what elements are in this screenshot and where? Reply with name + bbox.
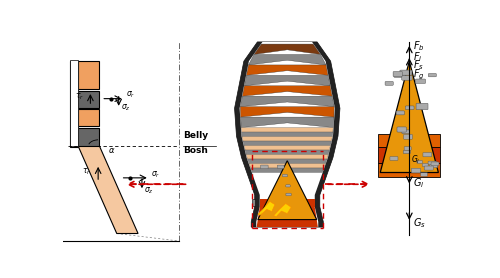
Polygon shape <box>240 96 334 107</box>
Text: $G_l$: $G_l$ <box>413 177 424 190</box>
Polygon shape <box>242 86 332 96</box>
FancyBboxPatch shape <box>424 166 434 170</box>
Polygon shape <box>242 128 333 132</box>
Polygon shape <box>240 42 335 227</box>
Bar <box>378 147 440 163</box>
FancyBboxPatch shape <box>282 174 288 177</box>
FancyBboxPatch shape <box>400 70 412 75</box>
FancyBboxPatch shape <box>417 160 422 163</box>
FancyBboxPatch shape <box>404 134 412 139</box>
Polygon shape <box>242 136 332 141</box>
Text: $F_i$: $F_i$ <box>413 50 422 64</box>
Polygon shape <box>250 168 324 172</box>
FancyBboxPatch shape <box>412 168 420 173</box>
Polygon shape <box>254 44 320 54</box>
FancyBboxPatch shape <box>402 76 412 80</box>
FancyBboxPatch shape <box>394 73 405 77</box>
Polygon shape <box>78 146 138 234</box>
Bar <box>78 128 100 146</box>
FancyBboxPatch shape <box>430 164 438 168</box>
Bar <box>378 134 440 147</box>
Polygon shape <box>248 54 326 65</box>
FancyBboxPatch shape <box>390 157 398 160</box>
FancyBboxPatch shape <box>393 71 402 76</box>
Polygon shape <box>242 132 333 136</box>
Polygon shape <box>245 150 330 155</box>
FancyBboxPatch shape <box>420 173 428 176</box>
Text: $F_g$: $F_g$ <box>413 68 425 82</box>
FancyBboxPatch shape <box>402 130 409 134</box>
Polygon shape <box>240 107 334 117</box>
Text: Belly: Belly <box>182 131 208 140</box>
Polygon shape <box>78 109 100 126</box>
Polygon shape <box>246 65 328 75</box>
Polygon shape <box>258 201 275 215</box>
FancyBboxPatch shape <box>286 185 290 187</box>
Polygon shape <box>258 161 316 220</box>
Polygon shape <box>234 42 340 227</box>
FancyBboxPatch shape <box>396 111 404 115</box>
FancyBboxPatch shape <box>277 165 284 168</box>
Text: Bosh: Bosh <box>182 146 208 155</box>
Text: $\sigma_r$: $\sigma_r$ <box>151 169 160 180</box>
Bar <box>378 163 440 177</box>
FancyBboxPatch shape <box>423 153 432 157</box>
Polygon shape <box>244 75 330 86</box>
Bar <box>70 61 78 147</box>
Text: $\tau_r$: $\tau_r$ <box>82 167 91 177</box>
FancyBboxPatch shape <box>416 103 428 110</box>
FancyBboxPatch shape <box>260 165 268 169</box>
Text: $\sigma_z$: $\sigma_z$ <box>144 186 154 196</box>
Polygon shape <box>256 205 318 227</box>
FancyBboxPatch shape <box>406 106 414 110</box>
FancyBboxPatch shape <box>416 79 426 83</box>
FancyBboxPatch shape <box>431 162 439 165</box>
Text: $\sigma_z$: $\sigma_z$ <box>120 103 130 113</box>
Bar <box>78 91 100 108</box>
Text: $G_l$: $G_l$ <box>411 154 420 166</box>
FancyBboxPatch shape <box>428 73 436 77</box>
FancyBboxPatch shape <box>428 161 437 165</box>
FancyBboxPatch shape <box>286 193 291 196</box>
Polygon shape <box>240 117 334 128</box>
Polygon shape <box>246 155 328 159</box>
FancyBboxPatch shape <box>422 163 428 167</box>
FancyBboxPatch shape <box>385 81 394 85</box>
Polygon shape <box>260 199 315 207</box>
Bar <box>252 199 256 206</box>
FancyBboxPatch shape <box>397 127 406 132</box>
Bar <box>70 60 78 146</box>
Polygon shape <box>248 159 327 163</box>
FancyBboxPatch shape <box>404 147 411 150</box>
Polygon shape <box>274 203 291 216</box>
Text: $\alpha$: $\alpha$ <box>108 146 116 155</box>
Polygon shape <box>249 163 326 168</box>
Polygon shape <box>243 141 332 145</box>
Bar <box>78 61 100 89</box>
Text: $F_b$: $F_b$ <box>413 39 425 53</box>
FancyBboxPatch shape <box>403 150 410 153</box>
Polygon shape <box>244 145 330 150</box>
Text: $\sigma_r$: $\sigma_r$ <box>126 90 135 100</box>
Text: $F_s$: $F_s$ <box>413 58 424 72</box>
Text: $G_s$: $G_s$ <box>413 216 426 230</box>
Polygon shape <box>380 61 438 172</box>
Text: $\tau_r$: $\tau_r$ <box>75 92 84 102</box>
